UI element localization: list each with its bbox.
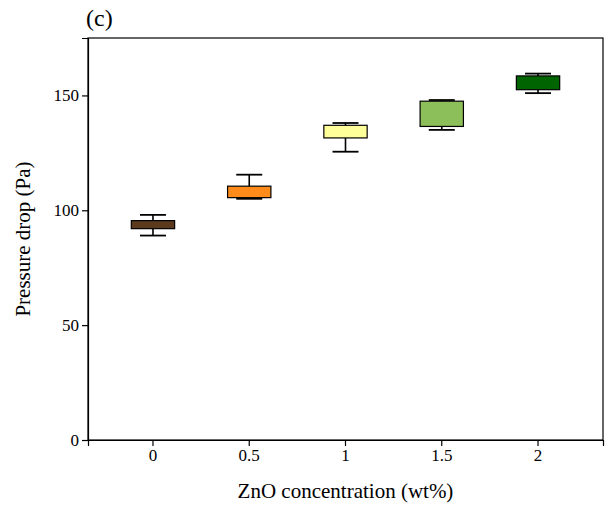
y-axis: 0 50 100 150: [54, 39, 89, 450]
y-tick-mark: [82, 325, 88, 326]
y-axis-line: [82, 39, 89, 441]
box: [420, 101, 463, 126]
y-tick-mark: [82, 210, 88, 211]
box: [516, 76, 559, 90]
box-group: [228, 175, 271, 199]
boxes: [131, 74, 559, 236]
x-tick: 2: [534, 440, 543, 465]
x-tick-label: 1.5: [431, 446, 452, 465]
whisker-cap-lower: [333, 151, 359, 153]
x-axis-title: ZnO concentration (wt%): [238, 479, 454, 503]
plot: 0 50 100 150 0 0.5 1 1.5 2: [54, 38, 604, 465]
whisker-upper: [248, 175, 250, 186]
whisker-lower: [345, 138, 347, 152]
box: [228, 186, 271, 197]
box: [131, 221, 174, 229]
y-tick-mark: [82, 95, 88, 96]
y-tick: 0: [71, 431, 89, 450]
chart: 0 50 100 150 0 0.5 1 1.5 2 ZnO concentration (wt%…: [0, 0, 613, 508]
whisker-cap-lower: [429, 129, 455, 131]
y-tick: 50: [62, 316, 88, 335]
x-tick-label: 0.5: [239, 446, 260, 465]
box-group: [131, 215, 174, 236]
whisker-cap-lower: [140, 235, 166, 237]
whisker-cap-upper: [333, 122, 359, 124]
whisker-cap-lower: [525, 92, 551, 94]
y-tick: 150: [54, 86, 89, 105]
box-group: [420, 100, 463, 130]
x-tick-label: 0: [149, 446, 158, 465]
plot-frame: [88, 38, 603, 440]
y-axis-title: Pressure drop (Pa): [11, 161, 35, 316]
box-group: [324, 123, 367, 152]
y-tick-label: 150: [54, 86, 80, 105]
whisker-cap-upper: [140, 214, 166, 216]
x-tick: 1: [341, 440, 350, 465]
whisker-cap-upper: [236, 174, 262, 176]
x-tick: 1.5: [431, 440, 452, 465]
x-tick: 0: [149, 440, 158, 465]
panel-label: (c): [86, 5, 113, 31]
box: [324, 125, 367, 138]
y-tick-label: 50: [62, 316, 79, 335]
x-tick-label: 1: [341, 446, 350, 465]
x-tick-label: 2: [534, 446, 543, 465]
whisker-lower: [152, 229, 154, 236]
box-group: [516, 74, 559, 94]
y-tick: 100: [54, 201, 89, 220]
y-tick-mark: [82, 440, 88, 441]
y-tick-label: 0: [71, 431, 80, 450]
x-axis: 0 0.5 1 1.5 2: [89, 440, 604, 465]
y-tick-label: 100: [54, 201, 80, 220]
x-tick: 0.5: [239, 440, 260, 465]
whisker-cap-upper: [525, 73, 551, 75]
